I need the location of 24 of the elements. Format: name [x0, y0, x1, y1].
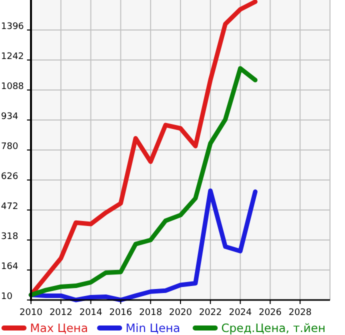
x-tick-label: 2026 [258, 308, 282, 318]
x-tick-label: 2018 [139, 308, 162, 318]
y-tick-label: 1088 [1, 82, 24, 92]
x-tick-label: 2022 [198, 308, 222, 318]
x-tick-label: 2020 [169, 308, 192, 318]
y-tick-label: 164 [1, 262, 18, 272]
y-tick-label: 318 [1, 232, 18, 242]
legend-label: Сред.Цена, т.йен [221, 321, 326, 335]
y-tick-label: 1396 [1, 22, 24, 32]
x-tick-label: 2024 [228, 308, 252, 318]
y-tick-label: 10 [1, 292, 13, 302]
y-tick-label: 780 [1, 142, 18, 152]
y-tick-label: 472 [1, 202, 18, 212]
x-tick-label: 2012 [49, 308, 72, 318]
y-tick-label: 626 [1, 172, 18, 182]
legend-label: Max Цена [30, 321, 88, 335]
x-tick-label: 2010 [20, 308, 43, 318]
legend-label: Min Цена [126, 321, 180, 335]
x-tick-label: 2016 [109, 308, 132, 318]
y-tick-label: 934 [1, 112, 18, 122]
x-tick-label: 2028 [288, 308, 312, 318]
line-series [28, 66, 258, 298]
y-tick-label: 1242 [1, 52, 24, 62]
x-tick-label: 2014 [79, 308, 103, 318]
